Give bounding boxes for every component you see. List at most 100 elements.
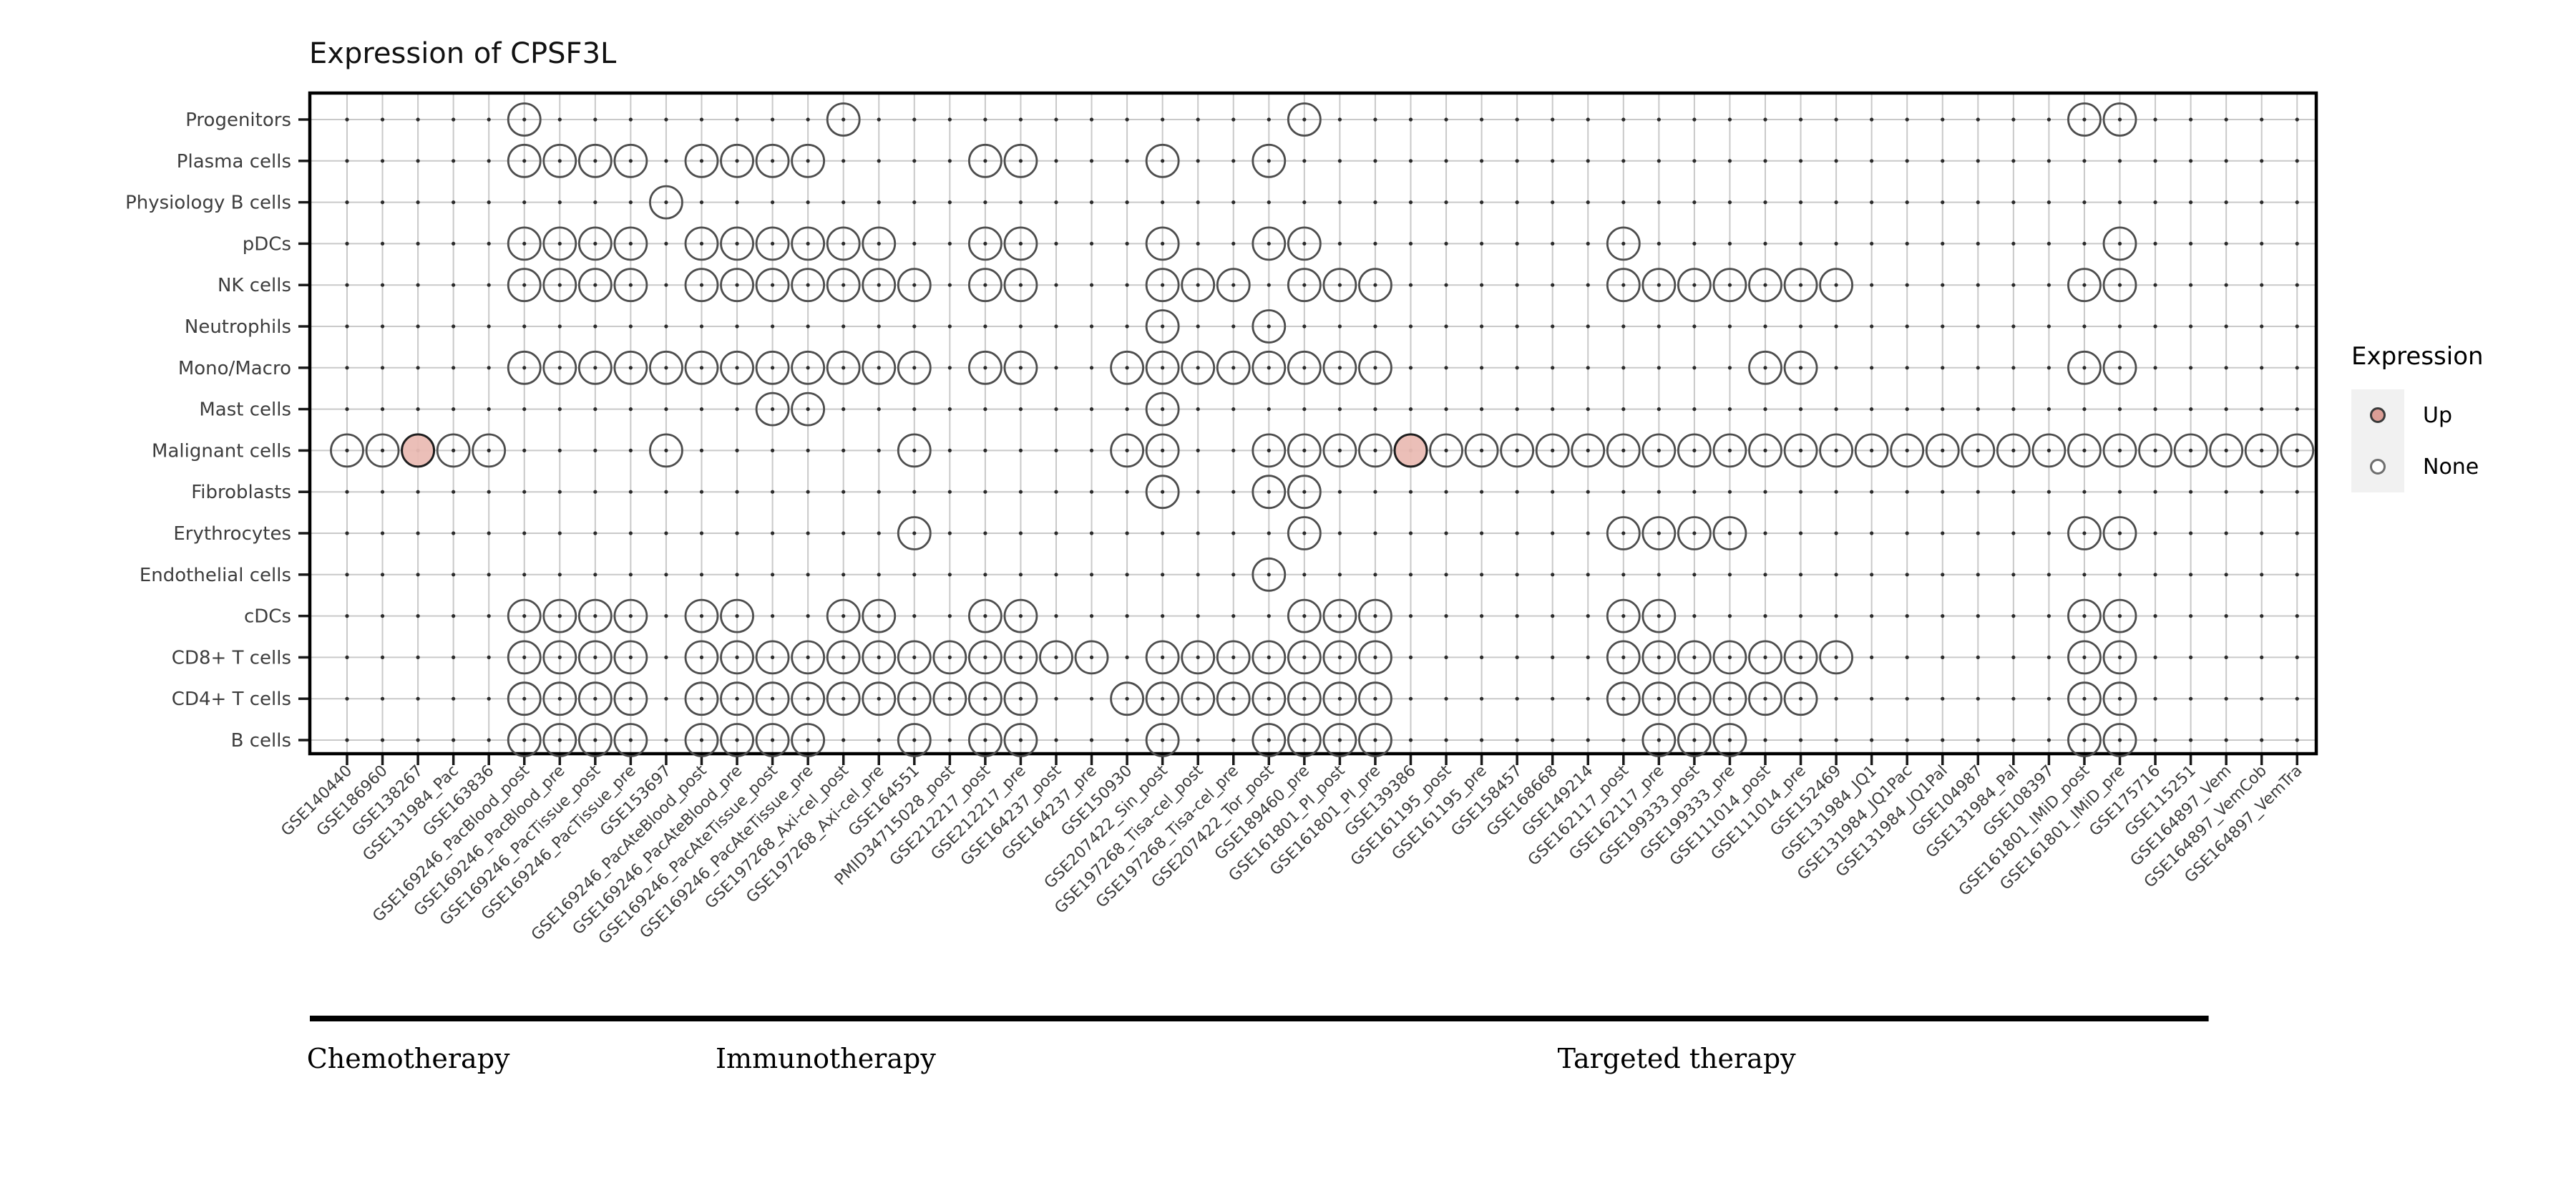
grid-dot <box>380 531 385 535</box>
grid-dot <box>1976 614 1980 618</box>
expression-dot-none <box>1748 433 1782 468</box>
grid-dot <box>1408 117 1413 122</box>
grid-dot <box>1161 159 1165 163</box>
expression-dot-none <box>507 226 542 261</box>
grid-dot <box>1763 241 1767 246</box>
expression-dot-none <box>684 640 719 675</box>
grid-dot <box>1373 448 1377 453</box>
grid-dot <box>1196 614 1200 618</box>
grid-dot <box>416 696 420 701</box>
expression-dot-none <box>613 226 648 261</box>
grid-dot <box>1834 655 1838 660</box>
grid-dot <box>1657 696 1661 701</box>
expression-dot-none <box>1358 433 1392 468</box>
grid-dot <box>1763 366 1767 370</box>
grid-dot <box>841 283 846 287</box>
grid-dot <box>1727 696 1732 701</box>
legend-title: Expression <box>2351 342 2484 371</box>
expression-dot-none <box>1145 723 1180 757</box>
grid-dot <box>2046 573 2051 577</box>
grid-dot <box>947 655 952 660</box>
expression-dot-none <box>862 681 897 716</box>
expression-dot-none <box>2067 268 2102 303</box>
grid-dot <box>1657 117 1661 122</box>
grid-dot <box>699 531 704 535</box>
grid-dot <box>1621 324 1626 329</box>
grid-dot <box>1976 655 1980 660</box>
grid-dot <box>1905 117 1909 122</box>
expression-dot-none <box>1606 433 1641 468</box>
grid-dot <box>806 738 810 742</box>
expression-dot-none <box>2102 640 2137 675</box>
grid-dot <box>1657 448 1661 453</box>
grid-dot <box>1444 324 1448 329</box>
grid-dot <box>1480 738 1484 742</box>
grid-dot <box>416 614 420 618</box>
expression-dot-none <box>684 226 719 261</box>
y-axis-label: Progenitors <box>185 110 291 131</box>
grid-dot <box>628 366 633 370</box>
grid-dot <box>1267 531 1271 535</box>
grid-dot <box>1196 283 1200 287</box>
grid-dot <box>2082 573 2087 577</box>
grid-dot <box>1692 614 1697 618</box>
grid-dot <box>2295 573 2299 577</box>
grid-dot <box>1657 490 1661 494</box>
grid-dot <box>2153 696 2157 701</box>
expression-dot-none <box>2102 681 2137 716</box>
expression-dot-none <box>1925 433 1960 468</box>
grid-dot <box>1408 366 1413 370</box>
expression-dot-none <box>542 723 577 757</box>
grid-dot <box>1515 159 1519 163</box>
expression-dot-none <box>2067 598 2102 633</box>
grid-dot <box>877 200 881 205</box>
grid-dot <box>1834 283 1838 287</box>
expression-dot-none <box>826 681 861 716</box>
expression-dot-up <box>1393 433 1428 468</box>
grid-dot <box>2260 366 2264 370</box>
grid-dot <box>1727 366 1732 370</box>
grid-dot <box>1657 200 1661 205</box>
expression-dot-none <box>507 350 542 385</box>
expression-dot-none <box>649 185 683 220</box>
grid-dot <box>947 159 952 163</box>
grid-dot <box>1692 159 1697 163</box>
expression-dot-none <box>2209 433 2244 468</box>
grid-dot <box>735 448 739 453</box>
expression-dot-none <box>684 598 719 633</box>
grid-dot <box>1586 696 1590 701</box>
grid-dot <box>380 200 385 205</box>
grid-dot <box>1905 696 1909 701</box>
grid-dot <box>1551 407 1555 412</box>
grid-dot <box>1231 241 1236 246</box>
expression-dot-up <box>401 433 436 468</box>
legend-label-none: None <box>2423 454 2479 480</box>
grid-dot <box>2117 696 2122 701</box>
grid-dot <box>1692 117 1697 122</box>
grid-dot <box>699 241 704 246</box>
grid-dot <box>593 573 597 577</box>
grid-dot <box>877 573 881 577</box>
expression-dot-none <box>1748 350 1782 385</box>
grid-dot <box>2224 200 2228 205</box>
expression-dot-none <box>577 598 613 633</box>
grid-dot <box>1373 614 1377 618</box>
expression-dot-none <box>1783 640 1818 675</box>
grid-dot <box>1125 448 1129 453</box>
expression-dot-none <box>1606 268 1641 303</box>
grid-dot <box>557 366 562 370</box>
y-axis-label: Fibroblasts <box>191 482 291 503</box>
expression-dot-none <box>542 598 577 633</box>
grid-dot <box>2224 407 2228 412</box>
y-axis-label: cDCs <box>244 606 291 628</box>
grid-dot <box>1798 200 1803 205</box>
grid-dot <box>806 241 810 246</box>
grid-dot <box>593 200 597 205</box>
expression-dot-none <box>897 433 932 468</box>
grid-dot <box>1267 614 1271 618</box>
grid-dot <box>771 241 775 246</box>
grid-dot <box>1089 696 1094 701</box>
grid-dot <box>2295 448 2299 453</box>
grid-dot <box>1976 159 1980 163</box>
